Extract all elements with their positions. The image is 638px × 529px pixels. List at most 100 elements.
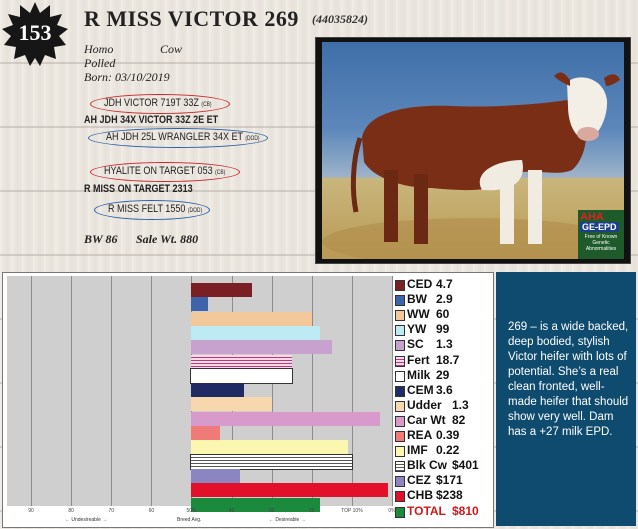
percentile-axis: 90 80 70 60 50% 40 30 20 TOP 10% 0% ← Undesireable… bbox=[7, 506, 395, 526]
legend-row: Milk 29 bbox=[392, 368, 492, 385]
bar-rea bbox=[191, 426, 220, 440]
legend-row: Fert 18.7 bbox=[392, 353, 492, 370]
legend-trait-name: CED bbox=[407, 277, 433, 291]
legend-row: WW 60 bbox=[392, 307, 492, 324]
bar-car-wt bbox=[191, 411, 380, 426]
gridline bbox=[31, 276, 33, 506]
x-tick-label: 30 bbox=[268, 508, 275, 514]
bar-blk-cw bbox=[190, 453, 353, 470]
x-tick-label: 40 bbox=[228, 508, 235, 514]
legend-trait-name: Blk Cw bbox=[407, 458, 448, 473]
gridline bbox=[311, 276, 313, 506]
polled-label: Polled bbox=[84, 56, 116, 70]
gridline bbox=[111, 276, 113, 506]
legend-swatch bbox=[395, 385, 405, 397]
legend-trait-value: 0.22 bbox=[436, 443, 460, 458]
legend-trait-name: Car Wt bbox=[407, 412, 446, 427]
sale-weight: Sale Wt. 880 bbox=[136, 232, 199, 246]
x-tick-label: TOP 10% bbox=[341, 508, 363, 514]
legend-trait-value: $171 bbox=[436, 473, 463, 488]
legend-trait-name: CHB bbox=[407, 488, 433, 503]
pedigree-sire: AH JDH 34X VICTOR 33Z 2E ET bbox=[84, 114, 219, 126]
legend-swatch bbox=[395, 340, 405, 352]
lot-number-badge: 153 bbox=[2, 2, 68, 68]
legend-row: CEM 3.6 bbox=[392, 383, 492, 400]
legend-swatch bbox=[395, 325, 405, 337]
legend-trait-name: TOTAL bbox=[407, 503, 446, 518]
gridline bbox=[151, 276, 153, 506]
legend-swatch bbox=[395, 370, 405, 382]
legend-swatch bbox=[395, 295, 405, 307]
x-label-undesireable: ← Undesireable → bbox=[65, 517, 108, 523]
legend-trait-name: IMF bbox=[407, 443, 428, 458]
birth-date: Born: 03/10/2019 bbox=[84, 70, 170, 84]
legend-trait-name: Udder bbox=[407, 397, 442, 412]
x-tick-label: 80 bbox=[68, 508, 74, 514]
legend-row: BW 2.9 bbox=[392, 292, 492, 309]
bar-cem bbox=[191, 383, 244, 398]
pedigree-sire-sire: JDH VICTOR 719T 33Z (CB) bbox=[104, 97, 212, 109]
bar-sc bbox=[191, 340, 332, 355]
cattle-photo: AHA GE-EPD Free of Known Genetic Abnorma… bbox=[316, 38, 630, 263]
gridline bbox=[351, 276, 353, 506]
bar-ced bbox=[191, 283, 252, 297]
legend-row: YW 99 bbox=[392, 322, 492, 339]
legend-trait-value: 1.3 bbox=[452, 397, 469, 412]
legend-trait-name: CEM bbox=[407, 382, 434, 397]
legend-row: SC 1.3 bbox=[392, 337, 492, 354]
legend-swatch bbox=[395, 461, 405, 473]
bar-imf bbox=[191, 440, 348, 455]
legend-trait-value: $401 bbox=[452, 458, 479, 473]
legend-swatch bbox=[395, 491, 405, 503]
bar-milk bbox=[190, 367, 293, 384]
bar-bw bbox=[191, 297, 208, 312]
legend-trait-name: WW bbox=[407, 307, 430, 322]
bar-ww bbox=[191, 311, 312, 326]
sire-sire-oval bbox=[90, 94, 230, 114]
aha-ge-epd-logo: AHA GE-EPD Free of Known Genetic Abnorma… bbox=[578, 210, 624, 259]
lot-number: 153 bbox=[18, 20, 52, 45]
legend-trait-value: 4.7 bbox=[436, 277, 453, 291]
legend-trait-value: 29 bbox=[436, 367, 450, 382]
x-tick-label: 90 bbox=[28, 508, 34, 514]
legend-swatch bbox=[395, 280, 405, 291]
bar-yw bbox=[191, 325, 320, 340]
epd-legend: CED 4.7 BW 2.9 WW 60 YW 99 SC 1.3 Fert 18.7 Milk 29 CE… bbox=[392, 276, 492, 518]
legend-trait-value: 2.9 bbox=[436, 292, 453, 307]
bar-fert bbox=[191, 354, 292, 369]
legend-trait-value: 82 bbox=[452, 412, 466, 427]
legend-trait-name: Milk bbox=[407, 367, 431, 382]
legend-trait-name: Fert bbox=[407, 352, 430, 367]
legend-swatch bbox=[395, 506, 405, 518]
description-text: 269 – is a wide backed, deep bodied, sty… bbox=[508, 321, 629, 438]
description-panel: 269 – is a wide backed, deep bodied, sty… bbox=[496, 272, 636, 526]
legend-row: TOTAL $810 bbox=[392, 504, 492, 521]
legend-trait-value: 99 bbox=[436, 322, 450, 337]
animal-name: R MISS VICTOR 269 bbox=[84, 6, 299, 31]
gridline bbox=[392, 276, 393, 506]
epd-bar-chart bbox=[7, 276, 393, 512]
legend-row: CEZ $171 bbox=[392, 473, 492, 490]
epd-chart-panel: CED 4.7 BW 2.9 WW 60 YW 99 SC 1.3 Fert 18.7 Milk 29 CE… bbox=[2, 272, 494, 528]
pedigree-dam-dam: R MISS FELT 1550 (DOD) bbox=[108, 203, 203, 215]
legend-swatch bbox=[395, 355, 405, 367]
star-burst-icon bbox=[2, 2, 68, 66]
legend-row: Udder 1.3 bbox=[392, 398, 492, 415]
birth-weight: BW 86 bbox=[84, 232, 118, 246]
x-tick-label: 50% bbox=[186, 508, 197, 514]
legend-row: CHB $238 bbox=[392, 488, 492, 505]
homo-label: Homo bbox=[84, 42, 114, 56]
gridline bbox=[71, 276, 73, 506]
dam-dam-oval bbox=[94, 200, 210, 220]
bar-total bbox=[191, 497, 320, 512]
legend-row: Blk Cw $401 bbox=[392, 458, 492, 475]
x-label-desireable: ← Desireable → bbox=[269, 517, 306, 523]
legend-trait-name: BW bbox=[407, 292, 427, 307]
legend-swatch bbox=[395, 476, 405, 488]
legend-row: CED 4.7 bbox=[392, 277, 492, 294]
legend-trait-name: REA bbox=[407, 428, 433, 442]
heifer-illustration bbox=[322, 72, 622, 259]
legend-swatch bbox=[395, 310, 405, 322]
legend-swatch bbox=[395, 431, 405, 442]
legend-trait-name: CEZ bbox=[407, 473, 431, 488]
